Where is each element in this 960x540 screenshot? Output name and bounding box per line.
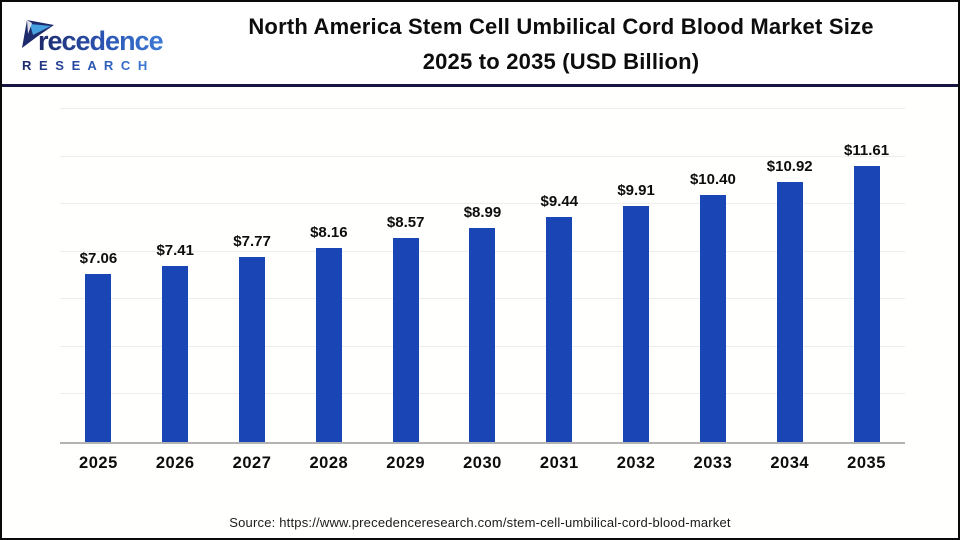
x-axis-label-2032: 2032	[616, 454, 656, 472]
bar-value-label: $9.44	[540, 193, 579, 211]
bar-value-label: $11.61	[844, 141, 890, 159]
x-axis-label-2034: 2034	[770, 454, 810, 472]
logo-sub-text: R E S E A R C H	[22, 58, 149, 73]
plot-area: $7.06 $7.41 $7.77 $8.16 $8.57 $8.99 $9.44 $9.91…	[60, 108, 905, 444]
bar-column: $7.41	[137, 109, 214, 442]
bar-2029	[392, 238, 419, 442]
bar-2032	[623, 206, 650, 442]
bar-2035	[853, 165, 880, 442]
bar-value-label: $8.57	[386, 214, 425, 232]
x-axis-label-2030: 2030	[463, 454, 502, 472]
bar-value-label: $7.06	[79, 250, 118, 268]
bar-column: $10.40	[675, 109, 752, 442]
bar-column: $7.06	[60, 109, 137, 442]
bar-2030	[469, 228, 496, 442]
bar-2025	[85, 274, 112, 442]
logo-leaf-icon	[22, 20, 54, 48]
x-axis-label-2035: 2035	[847, 454, 886, 472]
bar-2027	[239, 257, 266, 442]
gridline	[60, 203, 905, 205]
bar-value-label: $10.92	[766, 158, 813, 176]
bar-column: $9.44	[521, 109, 598, 442]
x-axis-label-2033: 2033	[693, 454, 733, 472]
bar-column: $10.92	[751, 109, 828, 442]
header: recedence R E S E A R C H North America …	[2, 2, 958, 87]
x-axis-line	[60, 442, 905, 444]
bar-value-label: $10.40	[689, 170, 736, 188]
bar-value-label: $8.99	[463, 204, 502, 222]
chart-title-line2: 2025 to 2035 (USD Billion)	[422, 49, 700, 74]
chart-title: North America Stem Cell Umbilical Cord B…	[164, 2, 958, 84]
chart-title-line1: North America Stem Cell Umbilical Cord B…	[248, 14, 874, 39]
x-axis-label-2029: 2029	[386, 454, 426, 472]
x-axis-label-2031: 2031	[539, 454, 579, 472]
bar-2034	[776, 182, 803, 442]
bar-column: $7.77	[214, 109, 291, 442]
bar-column: $8.99	[444, 109, 521, 442]
logo-brand-text: recedence	[38, 26, 164, 56]
gridline	[60, 108, 905, 109]
bar-2026	[162, 265, 189, 442]
bar-2031	[546, 217, 573, 442]
bar-value-label: $7.41	[156, 241, 194, 259]
bars-container: $7.06 $7.41 $7.77 $8.16 $8.57 $8.99 $9.44 $9.91…	[60, 109, 905, 442]
bar-2028	[315, 247, 342, 442]
bar-value-label: $9.91	[617, 182, 655, 200]
bar-value-label: $8.16	[310, 223, 348, 241]
chart-region: $7.06 $7.41 $7.77 $8.16 $8.57 $8.99 $9.44 $9.91…	[2, 87, 958, 537]
gridline	[60, 155, 905, 157]
bar-value-label: $7.77	[233, 233, 271, 251]
x-axis-label-2027: 2027	[232, 454, 272, 472]
bar-column: $11.61	[828, 109, 905, 442]
bar-column: $8.16	[290, 109, 367, 442]
bar-2033	[699, 194, 726, 442]
precedence-research-logo: recedence R E S E A R C H	[22, 20, 165, 73]
bar-column: $9.91	[598, 109, 675, 442]
source-note: Source: https://www.precedenceresearch.c…	[229, 515, 731, 530]
x-axis-label-2026: 2026	[155, 454, 195, 472]
x-axis-label-2028: 2028	[309, 454, 349, 472]
x-axis-label-2025: 2025	[79, 454, 118, 472]
bar-column: $8.57	[367, 109, 444, 442]
x-axis-labels: 2025 2026 2027 2028 2029 2030 2031 2032 2033 2034…	[60, 454, 905, 473]
